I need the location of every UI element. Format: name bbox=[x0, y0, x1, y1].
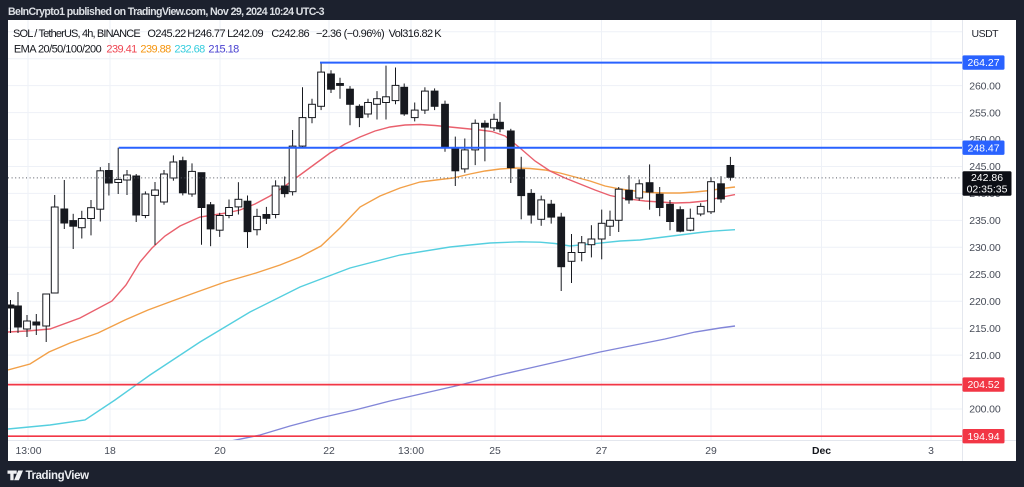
svg-text:02:35:35: 02:35:35 bbox=[967, 184, 1008, 196]
svg-text:210.00: 210.00 bbox=[969, 350, 1001, 362]
svg-text:Dec: Dec bbox=[812, 446, 831, 457]
svg-text:194.94: 194.94 bbox=[967, 431, 999, 443]
svg-text:13:00: 13:00 bbox=[398, 446, 424, 457]
svg-text:−2.36 (−0.96%): −2.36 (−0.96%) bbox=[316, 28, 384, 40]
svg-text:18: 18 bbox=[104, 446, 116, 457]
svg-text:USDT: USDT bbox=[972, 28, 1000, 40]
svg-text:29: 29 bbox=[705, 446, 717, 457]
svg-text:27: 27 bbox=[596, 446, 608, 457]
svg-text:204.52: 204.52 bbox=[967, 379, 999, 391]
svg-text:L242.09: L242.09 bbox=[227, 28, 263, 40]
svg-text:264.27: 264.27 bbox=[967, 57, 999, 69]
svg-text:BeInCrypto1 published on Tradi: BeInCrypto1 published on TradingView.com… bbox=[8, 6, 325, 18]
svg-text:239.88: 239.88 bbox=[140, 43, 171, 55]
svg-text:13:00: 13:00 bbox=[15, 446, 41, 457]
svg-text:EMA 20/50/100/200: EMA 20/50/100/200 bbox=[14, 43, 102, 55]
svg-text:220.00: 220.00 bbox=[969, 296, 1001, 308]
svg-text:242.86: 242.86 bbox=[971, 172, 1003, 184]
svg-text:C242.86: C242.86 bbox=[271, 28, 309, 40]
svg-text:O245.22: O245.22 bbox=[147, 28, 186, 40]
svg-text:25: 25 bbox=[489, 446, 501, 457]
svg-text:248.47: 248.47 bbox=[967, 142, 999, 154]
svg-text:TradingView: TradingView bbox=[26, 470, 90, 482]
svg-text:H246.77: H246.77 bbox=[187, 28, 225, 40]
svg-text:20: 20 bbox=[214, 446, 226, 457]
svg-text:260.00: 260.00 bbox=[969, 80, 1001, 92]
svg-text:SOL / TetherUS, 4h, BINANCE: SOL / TetherUS, 4h, BINANCE bbox=[13, 28, 140, 40]
svg-text:3: 3 bbox=[928, 446, 934, 457]
svg-text:255.00: 255.00 bbox=[969, 107, 1001, 119]
svg-text:22: 22 bbox=[323, 446, 335, 457]
svg-text:235.00: 235.00 bbox=[969, 215, 1001, 227]
svg-text:245.00: 245.00 bbox=[969, 161, 1001, 173]
svg-text:239.41: 239.41 bbox=[106, 43, 137, 55]
svg-text:230.00: 230.00 bbox=[969, 242, 1001, 254]
svg-text:215.18: 215.18 bbox=[208, 43, 239, 55]
svg-text:232.68: 232.68 bbox=[174, 43, 205, 55]
svg-text:225.00: 225.00 bbox=[969, 269, 1001, 281]
svg-text:200.00: 200.00 bbox=[969, 404, 1001, 416]
svg-text:Vol316.82 K: Vol316.82 K bbox=[389, 28, 443, 40]
svg-text:215.00: 215.00 bbox=[969, 323, 1001, 335]
